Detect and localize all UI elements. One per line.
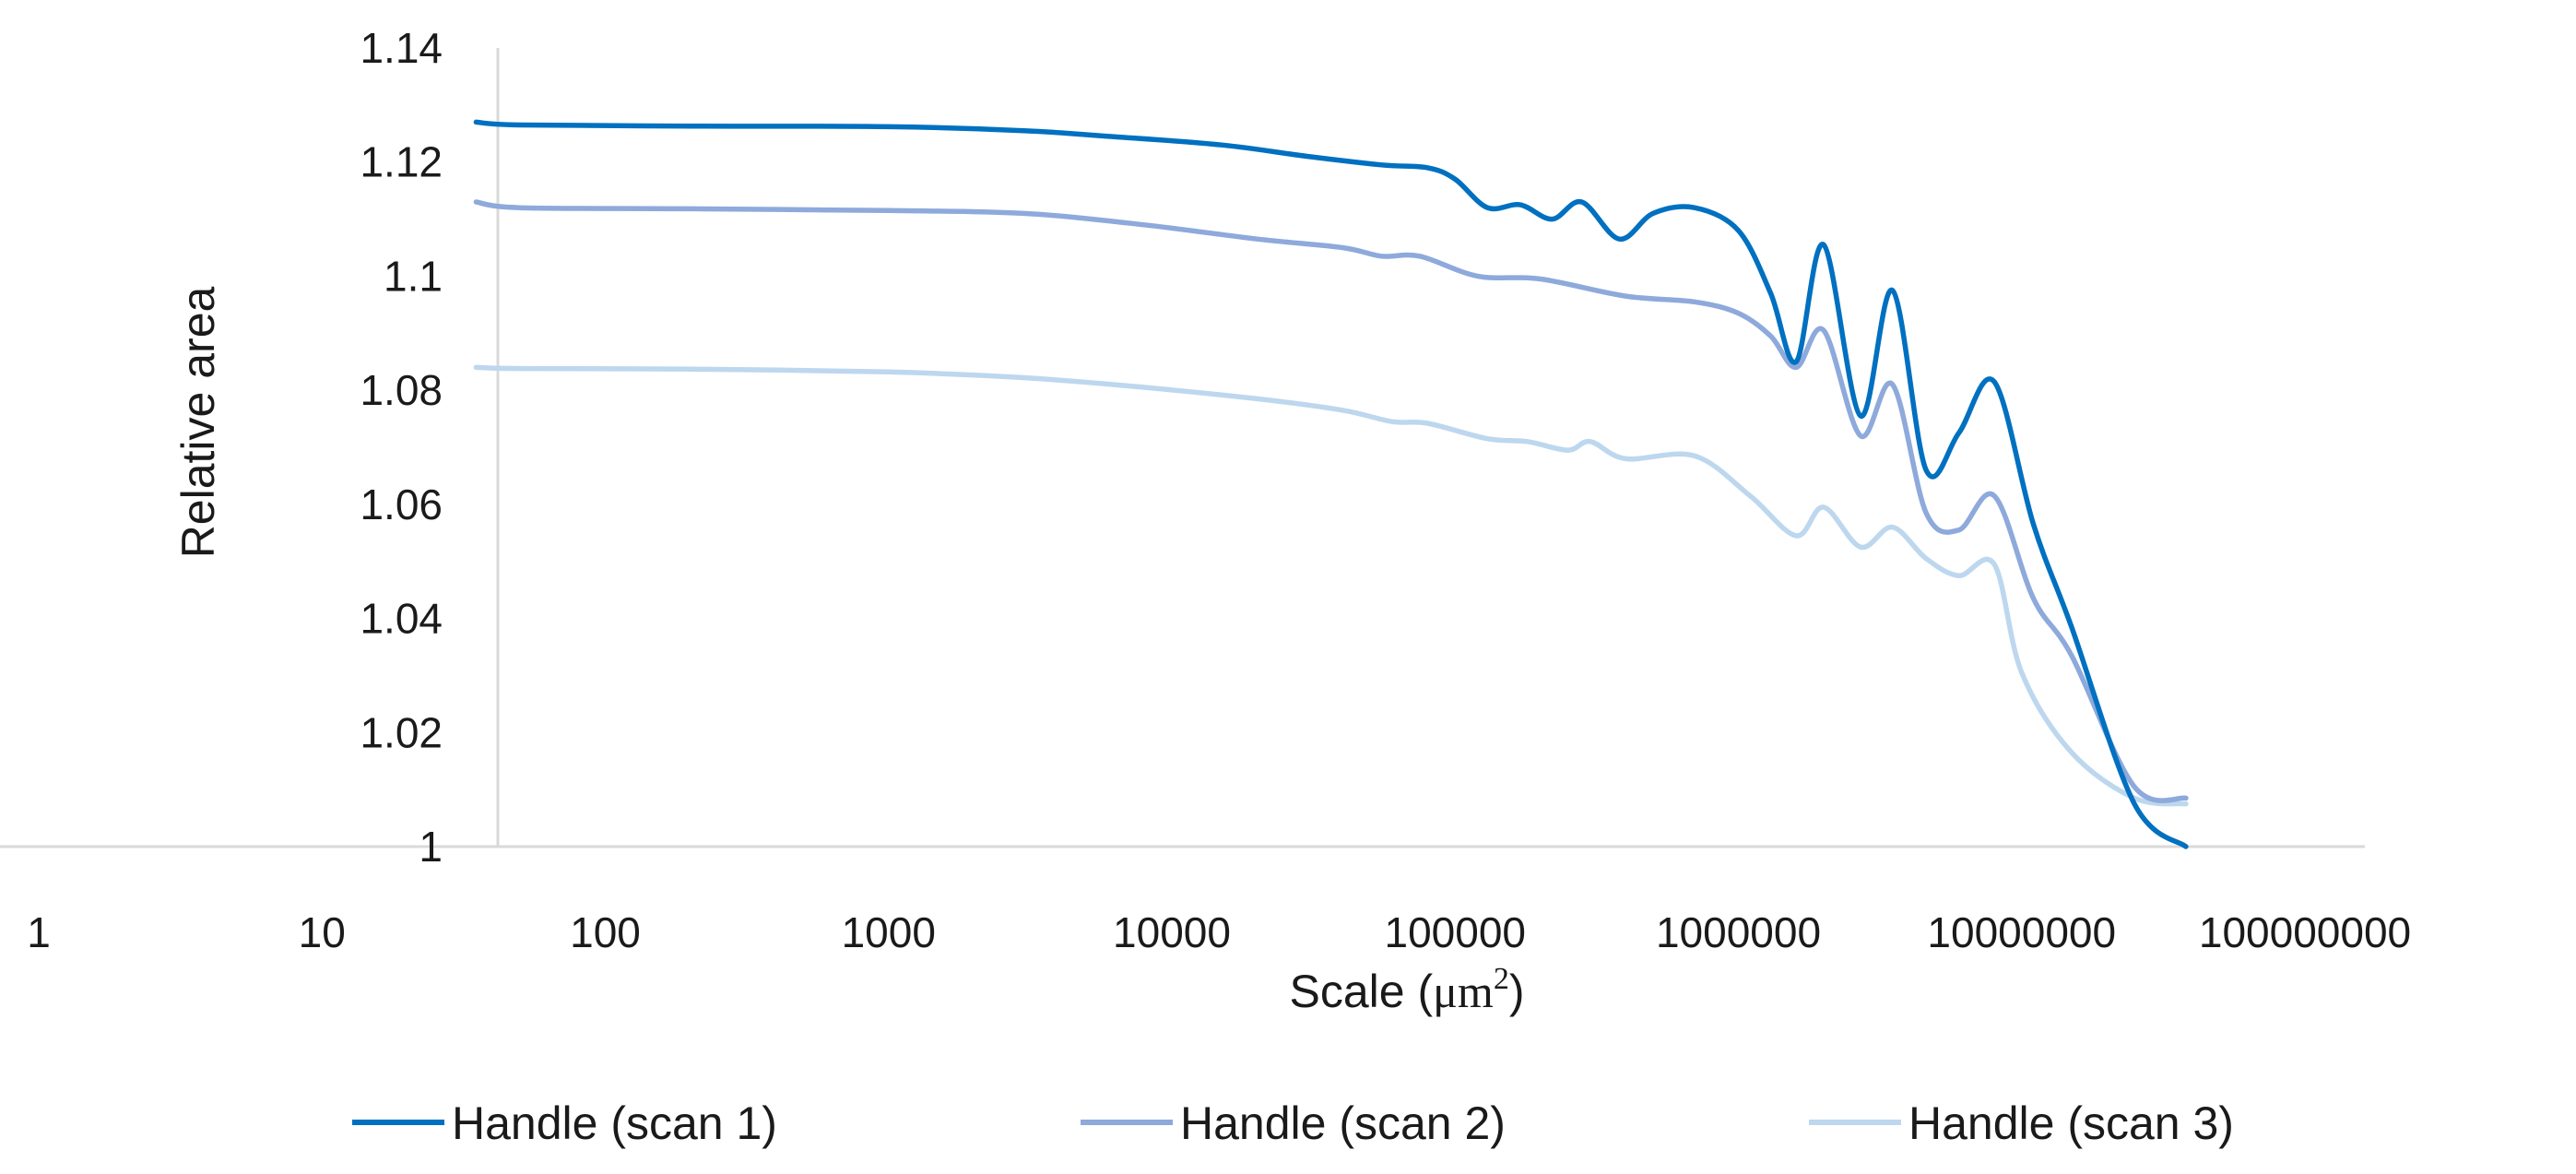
legend-item-scan-2: Handle (scan 2): [1081, 1097, 1506, 1149]
series-line-scan-1: [473, 119, 2189, 849]
x-axis-title-main: Scale (: [1290, 966, 1434, 1017]
x-tick-label: 1000000: [1656, 908, 1821, 956]
legend-label: Handle (scan 1): [452, 1097, 777, 1149]
y-axis-title: Relative area: [172, 287, 224, 559]
tick-labels: 1 1.02 1.04 1.06 1.08 1.1 1.12 1.14 1 10 100 1000 10…: [27, 24, 2411, 956]
axes: [0, 48, 2365, 848]
x-tick-label: 1: [27, 908, 51, 956]
y-tick-label: 1.04: [360, 595, 443, 643]
y-tick-label: 1.14: [360, 24, 443, 72]
x-tick-label: 1000: [842, 908, 936, 956]
x-tick-label: 100000: [1385, 908, 1527, 956]
x-tick-label: 100000000: [2199, 908, 2411, 956]
x-axis-title-exponent: 2: [1494, 962, 1509, 996]
series-layer: [473, 119, 2189, 849]
legend: Handle (scan 1) Handle (scan 2) Handle (sc…: [352, 1097, 2234, 1149]
y-tick-label: 1.08: [360, 366, 443, 414]
x-tick-label: 10000: [1113, 908, 1231, 956]
x-axis-title-close: ): [1509, 966, 1525, 1017]
legend-item-scan-1: Handle (scan 1): [352, 1097, 777, 1149]
y-tick-label: 1.06: [360, 480, 443, 528]
x-tick-label: 10: [299, 908, 346, 956]
y-tick-label: 1.12: [360, 138, 443, 186]
y-tick-label: 1: [419, 823, 443, 871]
series-line-scan-2: [473, 199, 2189, 803]
y-tick-label: 1.1: [384, 252, 443, 300]
legend-item-scan-3: Handle (scan 3): [1809, 1097, 2234, 1149]
x-axis-title: Scale (μm2): [1290, 962, 1525, 1017]
series-line-scan-3: [473, 364, 2189, 807]
x-tick-label: 100: [570, 908, 641, 956]
y-tick-label: 1.02: [360, 708, 443, 756]
x-tick-label: 10000000: [1927, 908, 2116, 956]
x-axis-title-unit: μm: [1433, 966, 1494, 1017]
legend-label: Handle (scan 2): [1180, 1097, 1506, 1149]
legend-label: Handle (scan 3): [1908, 1097, 2234, 1149]
